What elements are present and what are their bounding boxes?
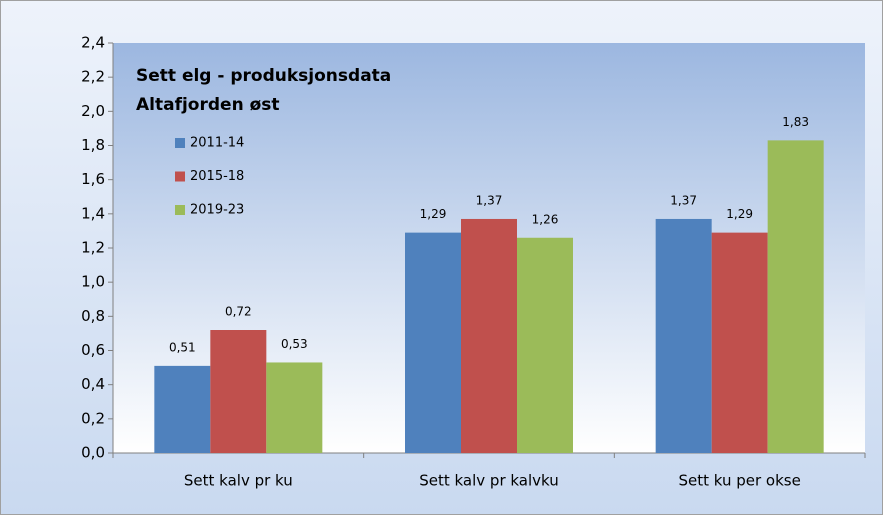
y-tick-label: 2,0	[81, 102, 105, 120]
legend-swatch	[175, 171, 185, 182]
y-tick-label: 0,2	[81, 409, 105, 427]
value-label: 1,29	[726, 207, 753, 221]
bar	[210, 330, 267, 453]
y-tick-label: 1,2	[81, 239, 105, 257]
bar	[154, 365, 211, 453]
x-tick-label: Sett kalv pr ku	[184, 472, 293, 490]
x-tick-label: Sett kalv pr kalvku	[419, 472, 559, 490]
value-label: 1,37	[670, 193, 697, 207]
x-tick-label: Sett ku per okse	[678, 472, 800, 490]
value-label: 1,29	[420, 207, 447, 221]
chart-subtitle: Altafjorden øst	[136, 95, 280, 115]
y-tick-label: 0,4	[81, 375, 105, 393]
y-tick-label: 1,4	[81, 204, 105, 222]
value-label: 1,83	[782, 115, 809, 129]
value-label: 0,72	[225, 305, 252, 319]
value-label: 0,51	[169, 340, 196, 354]
y-tick-label: 1,8	[81, 136, 105, 154]
bar	[655, 218, 712, 453]
y-tick-label: 1,0	[81, 273, 105, 291]
bar	[767, 140, 824, 453]
legend-label: 2015-18	[190, 169, 244, 184]
bar	[266, 362, 323, 453]
legend-label: 2019-23	[190, 203, 244, 218]
bar	[711, 232, 768, 453]
value-label: 0,53	[281, 337, 308, 351]
bar	[405, 232, 461, 453]
y-tick-label: 2,4	[81, 34, 105, 52]
y-tick-label: 2,2	[81, 68, 105, 86]
y-tick-label: 1,6	[81, 170, 105, 188]
bar	[517, 237, 573, 453]
legend-swatch	[175, 138, 185, 148]
value-label: 1,26	[532, 212, 559, 226]
legend-swatch	[175, 205, 185, 215]
y-tick-label: 0,0	[81, 444, 105, 462]
value-label: 1,37	[476, 193, 503, 207]
bar	[461, 218, 517, 453]
chart-title: Sett elg - produksjonsdata	[136, 66, 391, 86]
legend-label: 2011-14	[190, 136, 244, 151]
y-tick-label: 0,8	[81, 307, 105, 325]
y-tick-label: 0,6	[81, 341, 105, 359]
